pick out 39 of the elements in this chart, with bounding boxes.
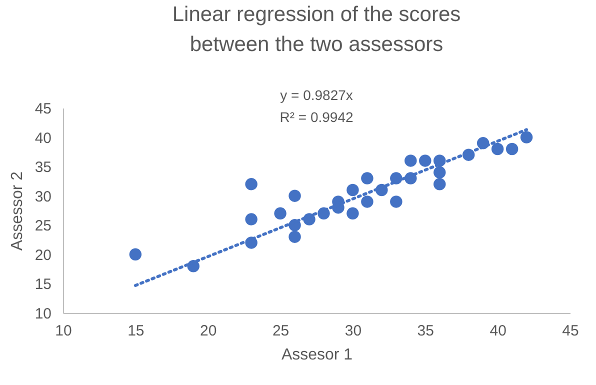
y-tick-label: 10 (34, 306, 52, 322)
x-tick-label: 10 (55, 322, 72, 340)
point (419, 154, 432, 167)
x-tick-label: 45 (562, 322, 579, 340)
point (434, 178, 446, 190)
point (506, 142, 518, 156)
point (288, 190, 301, 202)
x-tick-label: 40 (490, 322, 506, 340)
point (274, 207, 286, 220)
x-axis-title: Assesor 1 (281, 346, 353, 364)
chart-title: Linear regression of the scores between the two assessors (172, 3, 461, 56)
point (491, 142, 504, 156)
text: y = 0.9827x (280, 87, 353, 103)
y-tick-label: 30 (34, 188, 52, 206)
point (245, 178, 258, 190)
x-tick-label: 20 (200, 322, 217, 340)
x-tick-label: 35 (417, 322, 434, 340)
x-tick-label: 25 (272, 322, 290, 340)
y-tick-label: 20 (34, 246, 52, 264)
point (129, 248, 142, 261)
point (245, 213, 258, 226)
point (288, 230, 301, 243)
y-tick-label: 15 (34, 276, 52, 294)
y-tick-label: 25 (34, 218, 52, 235)
point (361, 196, 374, 208)
x-tick-label: 15 (128, 322, 144, 340)
x-tick-label: 30 (344, 322, 362, 340)
y-tick-label: 35 (34, 159, 52, 176)
point (361, 172, 374, 184)
point (346, 184, 359, 196)
point (346, 207, 359, 220)
y-tick-label: 45 (34, 100, 52, 118)
y-axis-title: Assessor 2 (8, 171, 26, 251)
point (404, 154, 417, 167)
point (434, 166, 446, 179)
point (390, 196, 402, 208)
annotation: R² = 0.9942 (280, 109, 354, 125)
point (520, 131, 533, 144)
y-tick-label: 40 (34, 130, 52, 147)
